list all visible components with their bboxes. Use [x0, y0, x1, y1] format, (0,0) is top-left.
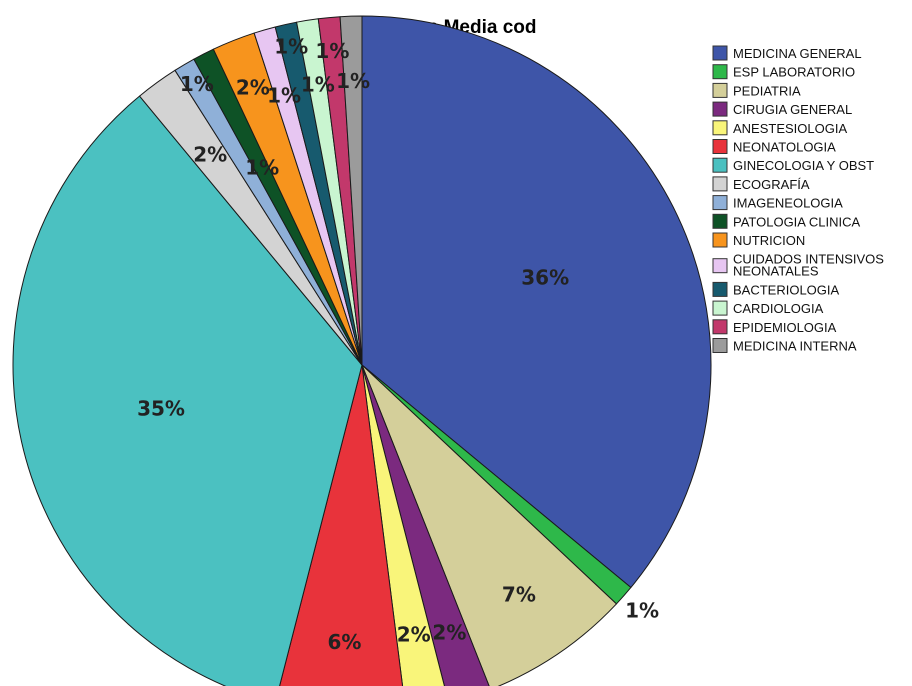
- pie-slice-medicina-interna: [339, 15, 363, 366]
- legend-swatch-medicina-general: [712, 45, 728, 61]
- pie-slice-cirugia-general: [361, 364, 490, 686]
- legend-label-medicina-general: MEDICINA GENERAL: [733, 46, 862, 61]
- pie-slice-anestesiologia: [361, 364, 445, 686]
- slice-label-neonatologia: 6%: [328, 630, 362, 654]
- legend-swatch-epidemiologia: [712, 319, 728, 335]
- slice-label-medicina-interna: 1%: [336, 69, 370, 93]
- legend-swatch-nutricion: [712, 232, 728, 248]
- slice-label-nutricion: 2%: [236, 76, 270, 100]
- legend-label-anestesiologia: ANESTESIOLOGIA: [733, 121, 847, 136]
- legend-label-epidemiologia: EPIDEMIOLOGIA: [733, 320, 837, 335]
- slice-label-epidemiologia: 1%: [315, 39, 349, 63]
- pie-slice-neonatologia: [279, 364, 404, 686]
- slice-label-bacteriologia: 1%: [274, 35, 308, 59]
- chart-legend: MEDICINA GENERAL ESP LABORATORIO PEDIATRIA…: [712, 45, 884, 354]
- legend-swatch-cardiologia: [712, 300, 728, 316]
- legend-label-pediatria: PEDIATRIA: [733, 83, 801, 98]
- slice-label-anestesiologia: 2%: [397, 622, 431, 646]
- slice-label-cirugia-general: 2%: [432, 620, 466, 644]
- legend-swatch-pediatria: [712, 82, 728, 98]
- pie-slices: [12, 15, 712, 686]
- legend-swatch-anestesiologia: [712, 120, 728, 136]
- legend-label-esp-laboratorio: ESP LABORATORIO: [733, 65, 855, 80]
- slice-label-cardiologia: 1%: [301, 72, 335, 96]
- legend-swatch-patologia-clinica: [712, 213, 728, 229]
- pie-slice-ginecologia-y-obst: [12, 95, 363, 686]
- slice-label-esp-laboratorio: 1%: [625, 599, 659, 623]
- legend-swatch-neonatologia: [712, 139, 728, 154]
- legend-swatch-esp-laboratorio: [712, 64, 728, 80]
- legend-swatch-imageneologia: [712, 195, 728, 211]
- legend-label-imageneologia: IMAGENEOLOGIA: [733, 196, 843, 211]
- legend-label-bacteriologia: BACTERIOLOGIA: [733, 282, 840, 297]
- legend-swatch-cirugia-general: [712, 101, 728, 117]
- slice-label-patologia-clinica: 1%: [245, 156, 279, 180]
- legend-label-cuidados-intensivos-neonatales: CUIDADOS INTENSIVOS NEONATALES: [733, 252, 884, 279]
- legend-swatch-ginecologia-y-obst: [712, 157, 728, 173]
- legend-label-cirugia-general: CIRUGIA GENERAL: [733, 102, 852, 117]
- slice-label-pediatria: 7%: [502, 582, 536, 606]
- slice-label-cuidados-intensivos-neonatales: 1%: [267, 83, 301, 107]
- legend-label-neonatologia: NEONATOLOGIA: [733, 140, 836, 155]
- legend-label-nutricion: NUTRICION: [733, 233, 805, 248]
- legend-swatch-cuidados-intensivos-neonatales: [712, 258, 728, 274]
- pie-slice-medicina-general: [361, 15, 712, 588]
- slice-label-ginecologia-y-obst: 35%: [137, 396, 185, 420]
- slice-label-imageneologia: 1%: [180, 72, 214, 96]
- legend-label-ecografia: ECOGRAFÍA: [733, 177, 810, 192]
- slice-label-medicina-general: 36%: [521, 265, 569, 289]
- legend-label-ginecologia-y-obst: GINECOLOGIA Y OBST: [733, 158, 874, 173]
- legend-label-cardiologia: CARDIOLOGIA: [733, 301, 824, 316]
- legend-label-medicina-interna: MEDICINA INTERNA: [733, 339, 857, 354]
- pie-slice-pediatria: [361, 364, 617, 686]
- legend-swatch-ecografia: [712, 176, 728, 192]
- legend-swatch-bacteriologia: [712, 281, 728, 297]
- pie-slice-labels: 36%1%7%2%2%6%35%2%1%1%2%1%1%1%1%1%: [137, 35, 659, 654]
- slice-label-ecografia: 2%: [193, 143, 227, 167]
- legend-label-patologia-clinica: PATOLOGIA CLINICA: [733, 214, 860, 229]
- legend-swatch-medicina-interna: [712, 338, 728, 353]
